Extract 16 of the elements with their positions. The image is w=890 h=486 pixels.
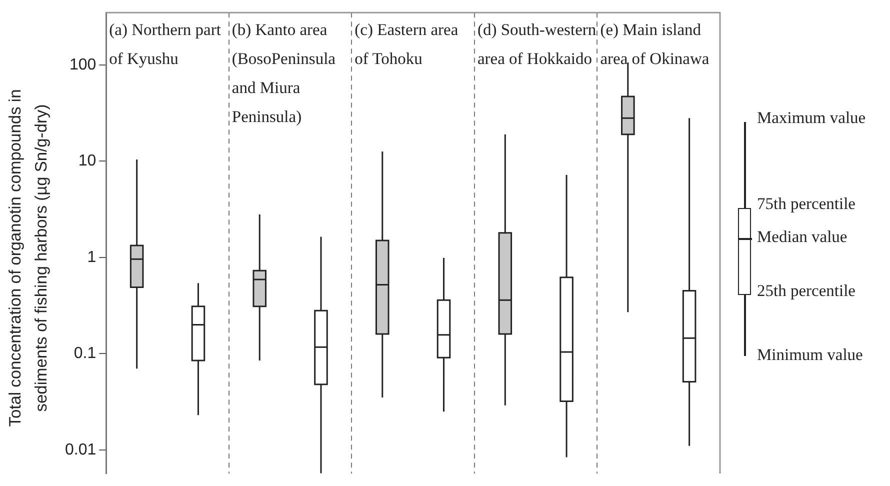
x-tick-label: (b) Kanto area (BosoPeninsula and Miura Peninsula) (232, 18, 336, 128)
y-tick-label: 1 (87, 248, 96, 266)
y-axis-title: Total concentration of organotin compounds in sediments of fishing harbors (µg Sn/g-dry) (5, 88, 51, 429)
y-tick-label: 0.1 (74, 345, 96, 362)
x-tick-label: (c) Eastern area of Tohoku (354, 18, 460, 70)
y-tick-label: 0.01 (65, 441, 96, 458)
y-tick-label: 10 (78, 152, 96, 170)
x-tick-label: (a) Northern part of Kyushu (109, 18, 222, 70)
text: Minimum value (757, 345, 863, 365)
text: Median value (757, 227, 848, 247)
text: 25th percentile (757, 281, 856, 301)
x-tick-label: (d) South-western area of Hokkaido (477, 18, 596, 70)
text: Maximum value (757, 108, 866, 128)
y-tick-label: 100 (69, 56, 96, 74)
x-tick-label: (e) Main island area of Okinawa (600, 18, 710, 70)
text: 75th percentile (757, 194, 856, 214)
